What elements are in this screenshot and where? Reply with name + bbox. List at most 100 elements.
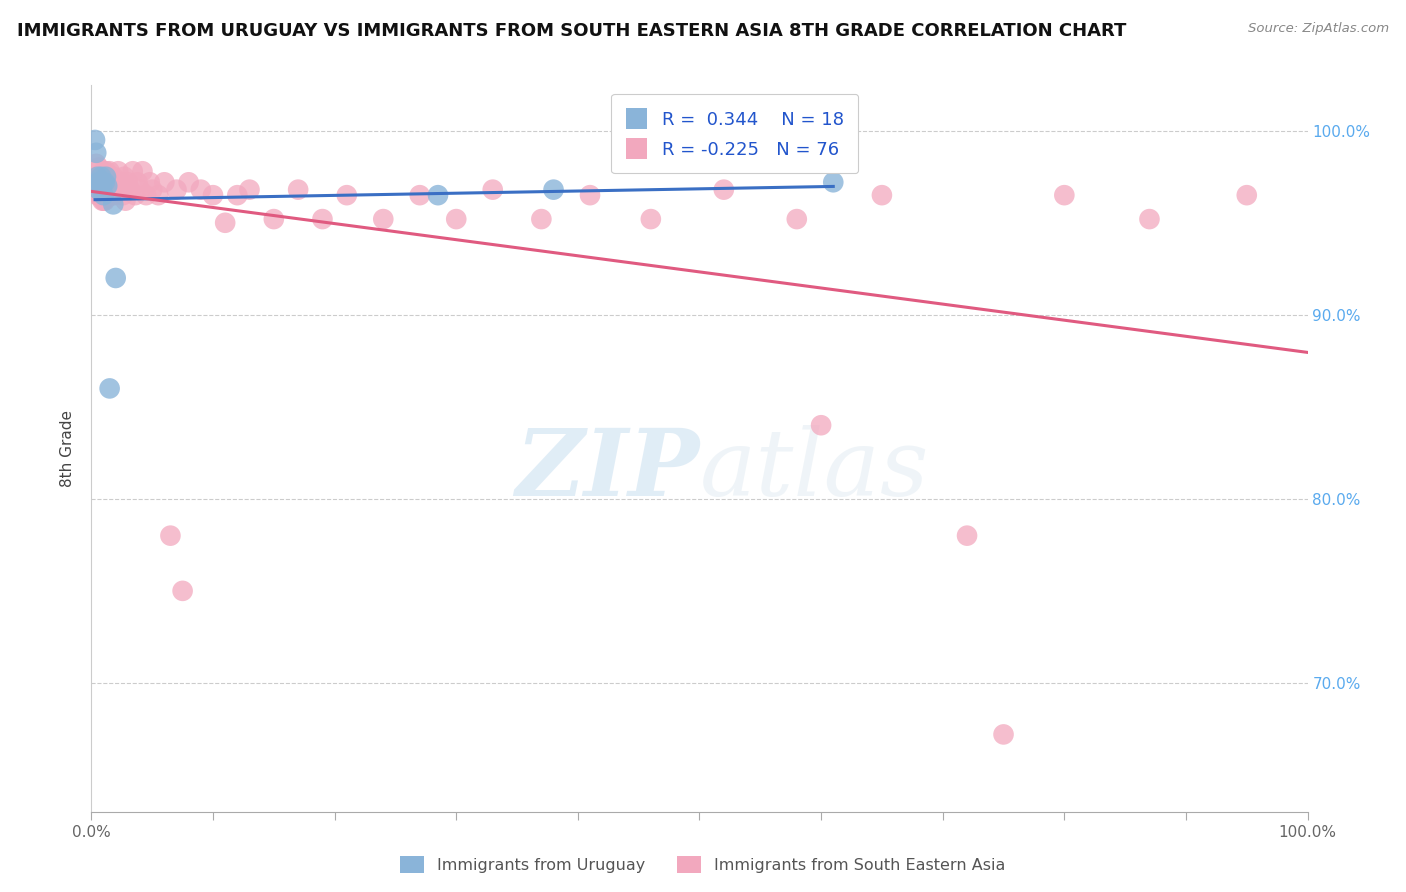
Point (93, 178, 115, 193)
Point (640, 212, 662, 227)
Point (159, 529, 181, 543)
Point (1139, 212, 1161, 227)
Point (148, 188, 170, 202)
Point (103, 188, 125, 202)
Point (166, 183, 188, 197)
Point (131, 164, 153, 178)
Point (87, 175, 110, 189)
Point (336, 188, 359, 202)
Point (94, 175, 117, 189)
Point (177, 175, 200, 189)
Point (107, 164, 129, 178)
Point (139, 175, 162, 189)
Point (86, 169, 108, 184)
Y-axis label: 8th Grade: 8th Grade (60, 409, 76, 487)
Point (129, 183, 152, 197)
Point (104, 175, 127, 189)
Point (87, 175, 110, 189)
Text: ZIP: ZIP (515, 425, 699, 515)
Point (91, 175, 114, 189)
Point (89, 188, 111, 202)
Point (98, 164, 121, 178)
Point (103, 197, 125, 211)
Point (444, 212, 467, 227)
Point (124, 188, 146, 202)
Point (104, 271, 127, 285)
Point (84, 169, 107, 184)
Point (90, 188, 112, 202)
Point (810, 418, 832, 433)
Point (543, 183, 565, 197)
Point (409, 188, 432, 202)
Point (84, 133, 107, 147)
Point (91, 194, 114, 208)
Point (172, 583, 194, 598)
Point (89, 169, 111, 184)
Point (94, 169, 117, 184)
Point (127, 175, 149, 189)
Point (93, 188, 115, 202)
Point (111, 188, 134, 202)
Point (311, 212, 333, 227)
Point (153, 175, 176, 189)
Point (91, 178, 114, 193)
Point (100, 175, 122, 189)
Point (287, 183, 309, 197)
Point (117, 175, 139, 189)
Point (87, 188, 110, 202)
Point (135, 188, 157, 202)
Point (114, 194, 136, 208)
Point (141, 183, 163, 197)
Point (993, 727, 1015, 741)
Point (190, 183, 212, 197)
Point (103, 169, 125, 184)
Point (1053, 188, 1076, 202)
Point (94, 164, 117, 178)
Point (96, 175, 118, 189)
Point (87, 161, 110, 175)
Legend: Immigrants from Uruguay, Immigrants from South Eastern Asia: Immigrants from Uruguay, Immigrants from… (394, 849, 1012, 880)
Point (427, 188, 450, 202)
Point (530, 212, 553, 227)
Point (263, 212, 285, 227)
Point (214, 216, 236, 230)
Point (89, 175, 111, 189)
Point (94, 169, 117, 184)
Point (823, 175, 845, 189)
Point (86, 169, 108, 184)
Point (94, 194, 117, 208)
Point (238, 183, 260, 197)
Point (373, 212, 395, 227)
Point (84, 183, 107, 197)
Point (101, 188, 124, 202)
Point (93, 194, 115, 208)
Point (786, 212, 808, 227)
Point (713, 183, 735, 197)
Point (202, 188, 225, 202)
Point (86, 188, 108, 202)
Point (96, 178, 118, 193)
Point (84, 157, 107, 171)
Point (90, 169, 112, 184)
Point (870, 188, 893, 202)
Point (481, 183, 503, 197)
Point (956, 529, 979, 543)
Point (112, 169, 135, 184)
Point (110, 183, 132, 197)
Point (94, 188, 117, 202)
Point (84, 145, 107, 160)
Text: IMMIGRANTS FROM URUGUAY VS IMMIGRANTS FROM SOUTH EASTERN ASIA 8TH GRADE CORRELAT: IMMIGRANTS FROM URUGUAY VS IMMIGRANTS FR… (17, 22, 1126, 40)
Text: Source: ZipAtlas.com: Source: ZipAtlas.com (1249, 22, 1389, 36)
Point (121, 164, 143, 178)
Point (111, 175, 134, 189)
Point (98, 381, 121, 395)
Point (1236, 188, 1258, 202)
Point (87, 183, 110, 197)
Point (120, 183, 142, 197)
Point (226, 188, 249, 202)
Point (579, 188, 602, 202)
Point (90, 169, 112, 184)
Legend: R =  0.344    N = 18, R = -0.225   N = 76: R = 0.344 N = 18, R = -0.225 N = 76 (612, 94, 858, 173)
Point (97, 183, 120, 197)
Point (93, 164, 115, 178)
